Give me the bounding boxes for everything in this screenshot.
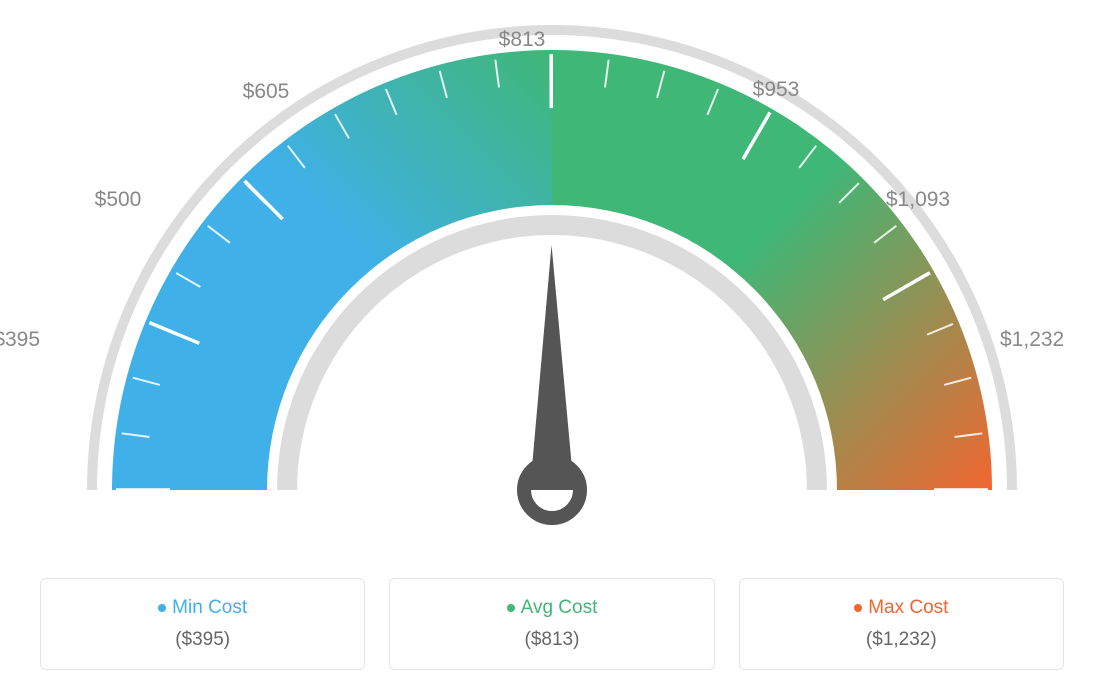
legend-label-min: Min Cost (172, 597, 247, 618)
legend-value-min: ($395) (51, 629, 354, 651)
legend-label-avg: Avg Cost (521, 597, 598, 618)
legend-card-min: Min Cost ($395) (40, 578, 365, 670)
legend-title-avg: Avg Cost (400, 597, 703, 619)
legend-dot-max (854, 604, 862, 612)
legend-row: Min Cost ($395) Avg Cost ($813) Max Cost… (40, 578, 1064, 670)
legend-title-max: Max Cost (750, 597, 1053, 619)
tick-label: $1,093 (886, 188, 950, 212)
gauge-chart-container: $395 $500 $605 $813 $953 $1,093 $1,232 Min Cos… (0, 0, 1104, 690)
gauge-area: $395 $500 $605 $813 $953 $1,093 $1,232 (0, 0, 1104, 560)
legend-card-avg: Avg Cost ($813) (389, 578, 714, 670)
legend-dot-avg (507, 604, 515, 612)
legend-title-min: Min Cost (51, 597, 354, 619)
legend-value-max: ($1,232) (750, 629, 1053, 651)
tick-label: $813 (499, 28, 546, 52)
tick-label: $1,232 (1000, 328, 1064, 352)
gauge-svg (0, 0, 1104, 560)
legend-dot-min (158, 604, 166, 612)
legend-value-avg: ($813) (400, 629, 703, 651)
legend-label-max: Max Cost (868, 597, 948, 618)
tick-label: $953 (753, 78, 800, 102)
tick-label: $605 (243, 80, 290, 104)
tick-label: $500 (95, 188, 142, 212)
legend-card-max: Max Cost ($1,232) (739, 578, 1064, 670)
tick-label: $395 (0, 328, 40, 352)
